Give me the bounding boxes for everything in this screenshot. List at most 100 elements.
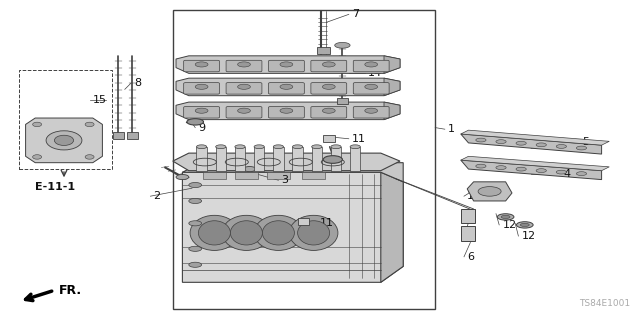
Ellipse shape [501,215,510,219]
Polygon shape [182,163,403,182]
FancyBboxPatch shape [226,60,262,72]
Bar [461,209,475,223]
Ellipse shape [195,62,208,67]
Ellipse shape [577,172,587,175]
FancyBboxPatch shape [184,60,220,72]
Polygon shape [381,172,403,282]
Ellipse shape [516,141,526,145]
Ellipse shape [190,215,239,250]
Ellipse shape [323,62,335,67]
Bar [292,147,303,171]
FancyBboxPatch shape [226,83,262,94]
FancyBboxPatch shape [226,107,262,118]
FancyBboxPatch shape [353,83,389,94]
Ellipse shape [254,145,264,149]
Ellipse shape [189,262,202,267]
FancyBboxPatch shape [353,107,389,118]
Ellipse shape [235,145,245,149]
Polygon shape [461,130,609,145]
FancyBboxPatch shape [184,83,220,94]
Bar [273,147,284,171]
Ellipse shape [46,131,82,150]
Text: E-11-1: E-11-1 [35,182,76,192]
Text: 9: 9 [198,122,205,133]
Text: 12: 12 [522,231,536,241]
FancyBboxPatch shape [311,83,347,94]
FancyBboxPatch shape [269,107,305,118]
Ellipse shape [187,119,204,125]
Ellipse shape [198,221,230,245]
FancyBboxPatch shape [311,60,347,72]
Ellipse shape [365,62,378,67]
Text: 2: 2 [154,191,161,201]
Ellipse shape [196,145,207,149]
Ellipse shape [577,146,587,150]
Ellipse shape [497,214,514,220]
Text: 14: 14 [368,68,382,78]
Text: 7: 7 [352,9,359,19]
Ellipse shape [262,221,294,245]
Text: 15: 15 [93,95,107,106]
Ellipse shape [331,145,341,149]
Text: 3: 3 [282,175,289,185]
Bar [173,10,435,309]
Polygon shape [26,118,102,163]
Ellipse shape [556,145,566,148]
Ellipse shape [189,182,202,188]
Text: 11: 11 [320,218,334,228]
Ellipse shape [516,222,533,228]
Bar [235,172,258,179]
Bar [317,47,330,54]
Ellipse shape [280,84,292,89]
Polygon shape [384,102,400,120]
Polygon shape [461,134,602,154]
Ellipse shape [33,155,42,159]
Ellipse shape [273,145,284,149]
Ellipse shape [520,223,529,226]
Bar [323,135,335,142]
Ellipse shape [289,215,338,250]
Ellipse shape [237,108,250,113]
Ellipse shape [195,108,208,113]
FancyBboxPatch shape [184,107,220,118]
Polygon shape [182,172,403,282]
Ellipse shape [237,62,250,67]
Text: FR.: FR. [59,284,82,297]
Polygon shape [461,156,609,171]
Ellipse shape [323,84,335,89]
Ellipse shape [54,135,74,145]
Polygon shape [176,78,400,96]
Ellipse shape [33,122,42,127]
Ellipse shape [254,215,303,250]
Ellipse shape [323,156,342,163]
Ellipse shape [365,108,378,113]
Text: 8: 8 [134,78,141,88]
Text: TS84E1001: TS84E1001 [579,299,630,308]
Bar [302,172,325,179]
FancyBboxPatch shape [269,83,305,94]
Ellipse shape [350,145,360,149]
Text: 6: 6 [467,231,474,241]
FancyBboxPatch shape [353,60,389,72]
Ellipse shape [312,145,322,149]
Polygon shape [461,160,602,180]
Ellipse shape [280,108,292,113]
Bar [298,218,309,225]
Text: 13: 13 [362,159,376,169]
FancyBboxPatch shape [311,107,347,118]
Bar [461,226,475,241]
Bar [196,147,207,171]
Bar [254,147,264,171]
Bar [267,172,290,179]
Ellipse shape [195,84,208,89]
Bar [337,98,348,104]
Ellipse shape [222,215,271,250]
Ellipse shape [536,143,547,147]
FancyBboxPatch shape [269,60,305,72]
Polygon shape [384,56,400,73]
Bar [127,132,138,139]
Ellipse shape [365,84,378,89]
Polygon shape [384,78,400,96]
Ellipse shape [335,42,350,48]
Ellipse shape [85,122,94,127]
